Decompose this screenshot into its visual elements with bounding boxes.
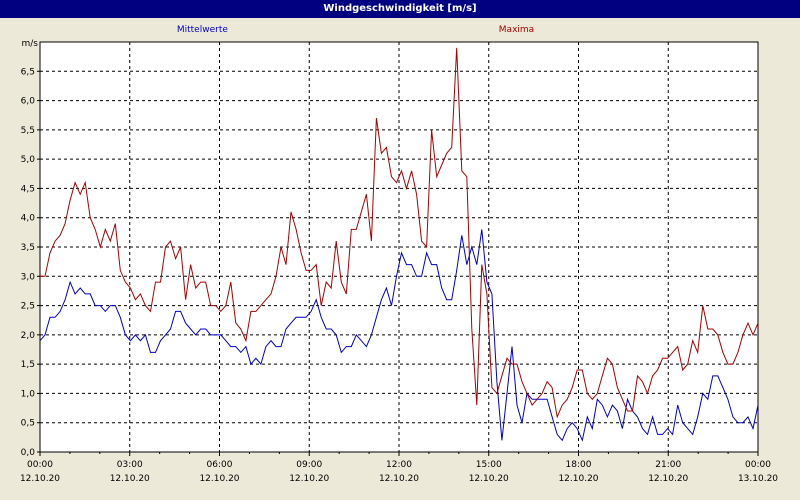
x-tick-date-label: 12.10.20 — [648, 474, 688, 484]
wind-speed-chart: 0,0 0,5 1,0 1,5 2,0 2,5 3,0 3,5 4,0 4,5 5,0 5,5 6,0 6… — [0, 18, 800, 500]
y-tick-label: 2,0 — [21, 331, 36, 341]
plot-frame — [39, 41, 759, 453]
x-tick-time-label: 00:00 — [27, 460, 53, 470]
axis-labels: 0,0 0,5 1,0 1,5 2,0 2,5 3,0 3,5 4,0 4,5 5,0 5,5 6,0 6… — [20, 25, 778, 484]
x-tick-date-label: 12.10.20 — [20, 474, 60, 484]
y-tick-label: 0,5 — [21, 419, 35, 429]
axes — [37, 41, 759, 456]
y-tick-label: 3,0 — [21, 272, 36, 282]
series-line-maxima — [40, 47, 759, 419]
y-tick-label: 2,5 — [21, 302, 35, 312]
x-tick-date-label: 13.10.20 — [738, 474, 778, 484]
y-tick-label: 0,0 — [21, 448, 36, 458]
window-title: Windgeschwindigkeit [m/s] — [0, 0, 800, 18]
x-tick-time-label: 00:00 — [745, 460, 771, 470]
x-tick-date-label: 12.10.20 — [558, 474, 598, 484]
x-tick-date-label: 12.10.20 — [469, 474, 509, 484]
y-tick-label: 1,0 — [21, 389, 36, 399]
y-tick-label: 3,5 — [21, 243, 35, 253]
x-tick-time-label: 21:00 — [655, 460, 681, 470]
x-tick-time-label: 09:00 — [296, 460, 322, 470]
legend-maxima: Maxima — [499, 25, 534, 35]
x-tick-time-label: 06:00 — [207, 460, 233, 470]
x-tick-date-label: 12.10.20 — [379, 474, 419, 484]
x-tick-date-label: 12.10.20 — [289, 474, 329, 484]
y-axis-label: m/s — [22, 39, 39, 49]
x-tick-time-label: 18:00 — [566, 460, 592, 470]
x-tick-date-label: 12.10.20 — [110, 474, 150, 484]
y-tick-label: 5,5 — [21, 126, 35, 136]
y-tick-label: 1,5 — [21, 360, 35, 370]
grid-lines — [40, 42, 758, 452]
series-line-mittelwerte — [39, 229, 759, 442]
series-lines — [39, 47, 759, 442]
x-tick-time-label: 03:00 — [117, 460, 143, 470]
y-tick-label: 6,0 — [21, 97, 36, 107]
y-tick-label: 5,0 — [21, 155, 36, 165]
y-tick-label: 4,5 — [21, 184, 35, 194]
y-tick-label: 4,0 — [21, 214, 36, 224]
legend-mittelwerte: Mittelwerte — [177, 25, 228, 35]
y-tick-label: 6,5 — [21, 67, 35, 77]
x-tick-date-label: 12.10.20 — [199, 474, 239, 484]
x-tick-time-label: 15:00 — [476, 460, 502, 470]
x-tick-time-label: 12:00 — [386, 460, 412, 470]
